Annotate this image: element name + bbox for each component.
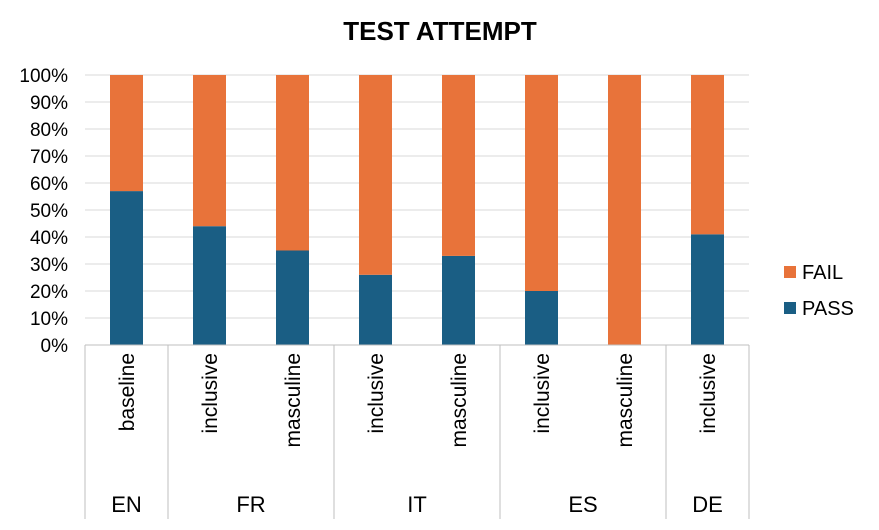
x-axis: baseline inclusive masculine inclusive mascu… bbox=[84, 344, 750, 519]
x-category-label: inclusive bbox=[199, 353, 222, 434]
bar-fail bbox=[691, 75, 724, 235]
bar-fail bbox=[359, 75, 392, 275]
y-tick-label: 50% bbox=[30, 201, 68, 222]
x-category-label: baseline bbox=[116, 353, 139, 431]
y-tick-label: 100% bbox=[19, 66, 68, 87]
x-group-label: ES bbox=[568, 492, 597, 517]
legend-label-pass: PASS bbox=[802, 298, 854, 320]
bar-fail bbox=[608, 75, 641, 345]
chart-title: TEST ATTEMPT bbox=[343, 16, 537, 46]
bar-fail bbox=[193, 75, 226, 227]
bar-fail bbox=[525, 75, 558, 291]
bar-pass bbox=[442, 255, 475, 345]
bar-pass bbox=[110, 191, 143, 345]
bar-pass bbox=[359, 274, 392, 345]
y-tick-label: 30% bbox=[30, 255, 68, 276]
bars bbox=[110, 75, 724, 345]
y-tick-label: 10% bbox=[30, 309, 68, 330]
x-category-label: inclusive bbox=[531, 353, 554, 434]
y-tick-label: 20% bbox=[30, 282, 68, 303]
y-tick-label: 0% bbox=[41, 336, 69, 357]
legend-swatch-pass bbox=[784, 302, 796, 314]
y-tick-label: 60% bbox=[30, 174, 68, 195]
x-group-label: EN bbox=[111, 492, 142, 517]
gridlines bbox=[85, 74, 749, 346]
bar-fail bbox=[442, 75, 475, 256]
x-category-label: masculine bbox=[614, 353, 637, 448]
bar-pass bbox=[193, 226, 226, 345]
y-tick-label: 40% bbox=[30, 228, 68, 249]
bar-pass bbox=[691, 234, 724, 345]
x-category-label: inclusive bbox=[697, 353, 720, 434]
y-tick-label: 70% bbox=[30, 147, 68, 168]
x-group-label: IT bbox=[407, 492, 427, 517]
bar-fail bbox=[110, 75, 143, 192]
bar-pass bbox=[276, 250, 309, 345]
legend-swatch-fail bbox=[784, 266, 796, 278]
x-group-label: FR bbox=[236, 492, 265, 517]
y-tick-label: 90% bbox=[30, 93, 68, 114]
legend-label-fail: FAIL bbox=[802, 262, 843, 284]
x-group-label: DE bbox=[692, 492, 723, 517]
y-tick-label: 80% bbox=[30, 120, 68, 141]
y-axis-ticks: 0% 10% 20% 30% 40% 50% 60% 70% 80% 90% 100% bbox=[19, 66, 68, 357]
x-category-label: masculine bbox=[282, 353, 305, 448]
x-category-label: masculine bbox=[448, 353, 471, 448]
legend: FAIL PASS bbox=[784, 262, 854, 320]
x-category-label: inclusive bbox=[365, 353, 388, 434]
bar-fail bbox=[276, 75, 309, 251]
bar-pass bbox=[525, 291, 558, 345]
